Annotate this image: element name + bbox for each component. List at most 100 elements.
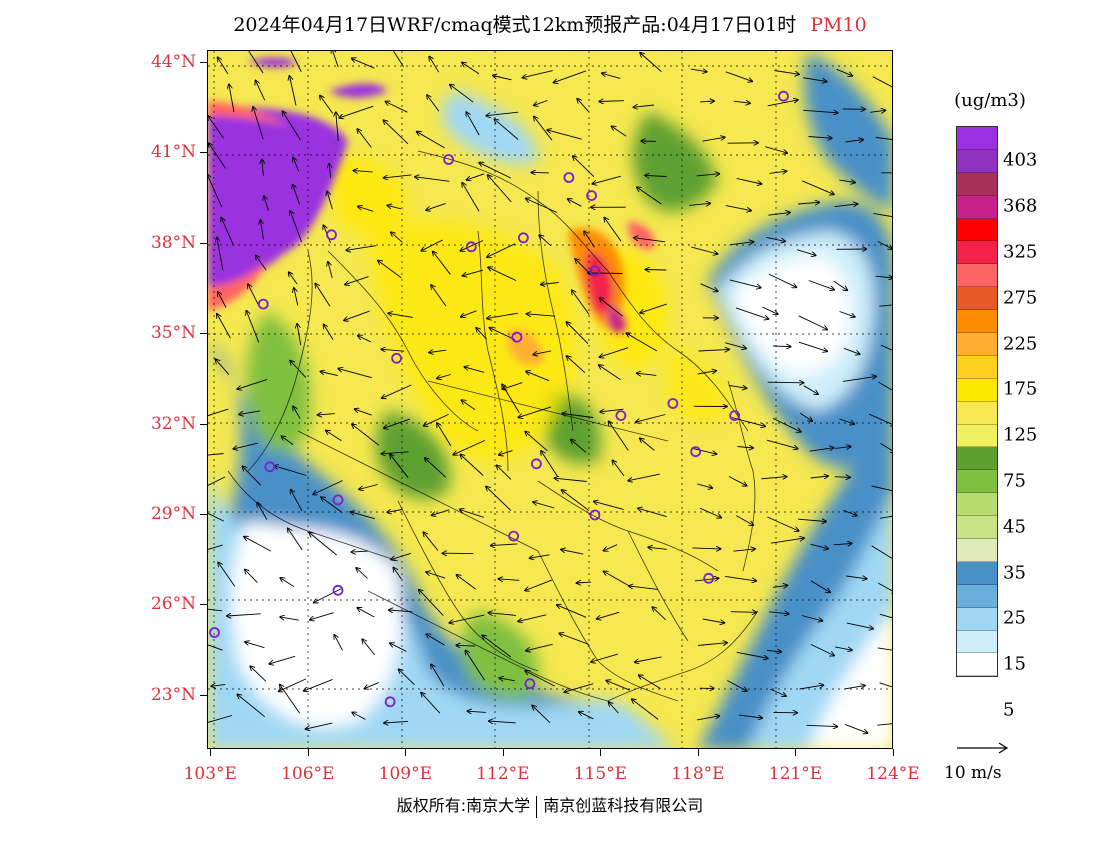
wind-arrow [352,58,375,69]
lat-tick [200,333,207,335]
wind-arrow [281,436,294,446]
wind-arrow [577,582,592,583]
wind-arrow [609,702,619,714]
lat-label: 38°N [150,232,196,253]
wind-arrow [725,342,746,349]
wind-arrow [636,414,666,423]
lat-tick [200,62,207,64]
wind-arrow [209,143,226,169]
wind-arrow [382,452,409,454]
wind-arrow [208,408,229,417]
wind-arrow [735,307,768,319]
lon-label: 112°E [476,764,530,784]
lon-tick [893,749,894,756]
wind-arrow [487,312,518,318]
wind-arrow [768,212,790,215]
lat-label: 44°N [150,52,196,73]
wind-arrow [702,618,725,623]
wind-arrow [427,95,440,112]
wind-arrow [600,409,624,412]
wind-arrow [386,102,408,113]
wind-arrow [334,635,343,651]
wind-arrow [290,211,303,243]
wind-arrow [387,510,403,513]
wind-arrow [345,276,369,285]
wind-arrow [283,111,301,141]
wind-arrow [453,439,486,454]
wind-arrow [877,241,892,249]
wind-arrow [690,69,707,72]
wind-arrow [702,137,724,142]
legend-swatch [957,355,997,379]
wind-arrow [809,448,834,452]
legend-swatch [957,172,997,196]
lon-label: 115°E [573,764,628,784]
wind-arrow [877,647,892,651]
wind-arrow [798,519,826,521]
lon-tick [307,749,309,756]
legend-label: 35 [1003,562,1026,584]
wind-arrow [233,442,259,449]
wind-arrow [433,252,451,275]
wind-arrow [878,381,892,393]
wind-arrow [245,642,265,649]
copyright-owner-2: 南京创蓝科技有限公司 [543,796,704,815]
wind-arrow [419,590,444,616]
legend-swatch [957,584,997,608]
wind-arrow [844,686,865,690]
wind-arrow [476,328,487,340]
wind-arrow [518,614,547,622]
wind-arrow [321,497,343,513]
legend-swatch [957,378,997,402]
lon-label: 118°E [671,764,725,784]
wind-arrow [839,311,855,317]
city-marker [729,410,741,422]
wind-arrow [767,382,804,383]
wind-arrow [460,240,484,251]
title-pollutant: PM10 [810,14,867,36]
wind-arrow [290,76,297,106]
wind-arrow [464,367,485,373]
wind-arrow [208,608,222,612]
wind-arrow [338,369,372,379]
wind-arrow [637,187,662,205]
wind-arrow [208,512,224,522]
wind-arrow [208,116,224,139]
wind-arrow [573,156,595,178]
wind-arrow [488,267,517,282]
legend-swatch [957,218,997,242]
legend-label: 325 [1003,241,1038,263]
wind-arrow [626,333,658,352]
city-marker [264,461,276,473]
wind-arrow [564,683,594,692]
wind-arrow [525,671,556,687]
wind-arrow [833,543,852,544]
city-marker [589,265,601,277]
wind-arrow [834,646,852,650]
legend-swatch [957,401,997,425]
wind-arrow [499,450,513,455]
wind-arrow [880,344,892,351]
legend-swatch [957,493,997,517]
forecast-map[interactable] [207,50,893,749]
wind-arrow [729,279,761,288]
wind-arrow [772,585,787,587]
wind-arrow [523,70,553,78]
legend-swatch [957,424,997,448]
lat-label: 29°N [150,503,196,524]
wind-arrow [415,177,450,182]
city-marker [690,446,702,458]
city-marker [391,352,403,364]
wind-arrow [691,246,717,254]
lat-tick [200,604,207,606]
wind-arrow [297,324,302,346]
wind-arrow [557,605,587,618]
wind-arrow [588,273,623,274]
legend-label: 175 [1003,378,1038,400]
wind-arrow [604,571,629,586]
wind-arrow [770,538,804,544]
copyright-line: 版权所有:南京大学 南京创蓝科技有限公司 [0,792,1100,818]
legend-swatch [957,539,997,562]
wind-arrow [431,664,445,687]
map-canvas [208,51,892,748]
